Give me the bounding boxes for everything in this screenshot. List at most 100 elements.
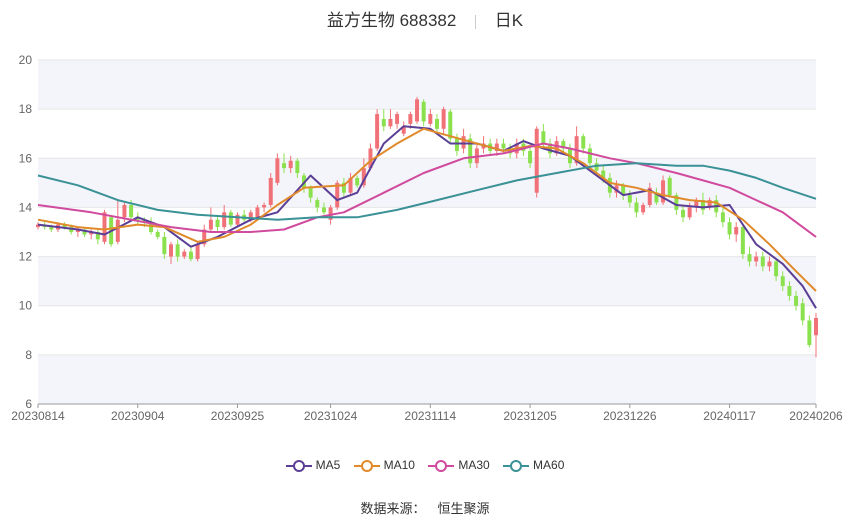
candle: [448, 109, 453, 144]
legend-item-ma10[interactable]: MA10: [353, 458, 415, 473]
legend-item-ma5[interactable]: MA5: [285, 458, 340, 473]
source-label: 数据来源：: [360, 501, 426, 516]
candle-body: [694, 200, 699, 208]
candle-body: [335, 182, 340, 208]
candle: [814, 313, 818, 358]
candle-body: [75, 229, 80, 232]
series-line-ma60: [37, 162, 817, 221]
title-separator: [475, 14, 477, 29]
candle-body: [168, 244, 173, 257]
candle-body: [188, 251, 193, 260]
candle-body: [89, 232, 94, 235]
candle: [341, 177, 346, 198]
candle: [288, 155, 293, 174]
candle: [395, 111, 400, 129]
candle-body: [115, 219, 120, 242]
candle-body: [448, 111, 453, 139]
candle-body: [182, 251, 187, 257]
candle: [807, 315, 812, 348]
candle-body: [149, 222, 154, 232]
candle-body: [135, 217, 140, 220]
candle: [182, 249, 187, 260]
candle: [468, 133, 473, 169]
candle-body: [308, 187, 313, 198]
candle: [321, 202, 326, 215]
chart-title: 益方生物 688382 日K: [0, 6, 850, 31]
x-tick-label: 20231226: [603, 409, 657, 423]
candle-body: [262, 204, 267, 208]
candle-body: [348, 177, 353, 193]
legend-item-ma30[interactable]: MA30: [428, 458, 490, 473]
candle-body: [122, 204, 127, 218]
candle-body: [641, 204, 646, 213]
candle-body: [687, 207, 692, 218]
candle-body: [355, 177, 360, 186]
candle-body: [368, 148, 373, 169]
candle-body: [341, 182, 346, 193]
candle-body: [434, 118, 439, 129]
legend-item-ma60[interactable]: MA60: [503, 458, 564, 473]
candle: [401, 121, 406, 137]
candle-body: [408, 114, 413, 124]
x-tick-label: 20240117: [703, 409, 756, 423]
candle-body: [441, 109, 446, 129]
candle-body: [674, 195, 679, 210]
candles: [36, 96, 818, 358]
candle-body: [255, 207, 260, 218]
x-tick-label: 20230925: [211, 409, 265, 423]
candle-body: [740, 227, 745, 255]
band: [38, 256, 816, 306]
candle-body: [36, 224, 40, 228]
candle: [774, 259, 779, 282]
y-tick-label: 6: [25, 397, 32, 411]
candle: [175, 239, 180, 262]
candle: [155, 229, 160, 240]
candle-body: [375, 114, 380, 149]
candle: [667, 175, 672, 198]
candle: [115, 200, 120, 245]
candle-body: [248, 212, 253, 220]
candle-body: [275, 158, 280, 183]
candle: [747, 246, 752, 267]
candle-body: [155, 232, 160, 237]
legend: MA5 MA10 MA30 MA60: [0, 458, 850, 473]
legend-label-ma10: MA10: [383, 458, 415, 472]
candle-body: [454, 138, 459, 151]
candle-body: [707, 200, 712, 208]
candle: [634, 197, 639, 218]
candle: [707, 197, 712, 210]
candle: [202, 224, 207, 247]
candle: [295, 158, 300, 178]
candle-body: [501, 143, 506, 149]
candle-body: [461, 136, 466, 149]
candle-body: [554, 141, 559, 154]
candle-body: [295, 160, 300, 174]
candle: [681, 204, 686, 223]
candle: [800, 298, 805, 326]
candle-body: [667, 177, 672, 196]
legend-label-ma60: MA60: [533, 458, 565, 472]
x-tick-label: 20230814: [11, 409, 65, 423]
candle-body: [621, 185, 626, 196]
candle: [647, 182, 652, 208]
candle: [461, 128, 466, 154]
candle-body: [222, 212, 227, 228]
period-label[interactable]: 日K: [494, 11, 524, 30]
candle: [428, 109, 433, 127]
candle-body: [395, 114, 400, 124]
candle-body: [361, 168, 366, 186]
candle-body: [534, 128, 539, 193]
candle-body: [195, 244, 200, 260]
candle-body: [428, 114, 433, 124]
candle-body: [421, 101, 426, 122]
candle-body: [494, 143, 499, 151]
candle: [441, 106, 446, 134]
candle-body: [381, 118, 386, 127]
candle-body: [401, 126, 406, 134]
source-provider: 恒生聚源: [437, 501, 490, 516]
candle: [794, 290, 799, 311]
candle: [754, 251, 759, 267]
legend-marker-ma30: [428, 459, 455, 472]
candle: [434, 114, 439, 134]
